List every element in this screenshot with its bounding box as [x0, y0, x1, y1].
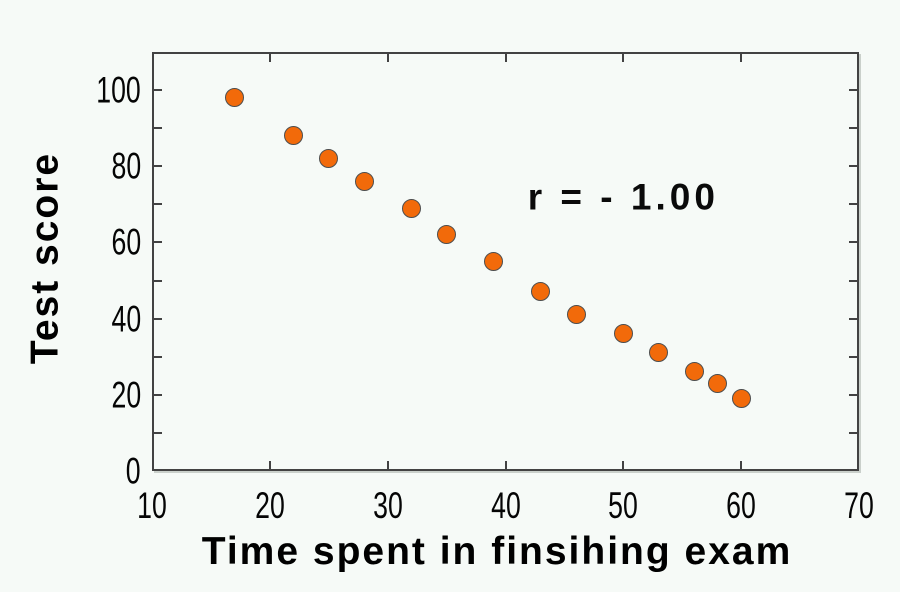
tick-mark: [268, 461, 271, 469]
tick-mark: [622, 461, 625, 469]
tick-mark: [849, 203, 857, 206]
y-tick-label: 80: [111, 145, 141, 187]
data-point: [531, 282, 551, 302]
data-point: [613, 324, 633, 344]
tick-mark: [154, 355, 162, 358]
tick-mark: [154, 165, 162, 168]
tick-mark: [849, 127, 857, 130]
y-tick-label: 40: [111, 298, 141, 340]
data-point: [319, 149, 339, 169]
tick-mark: [740, 54, 743, 62]
tick-mark: [386, 54, 389, 62]
x-tick-label: 10: [137, 485, 167, 526]
data-point: [566, 305, 586, 325]
tick-mark: [154, 89, 162, 92]
data-point: [283, 126, 303, 146]
y-tick-label: 20: [111, 374, 141, 416]
data-point: [401, 198, 421, 218]
tick-mark: [154, 203, 162, 206]
tick-mark: [740, 461, 743, 469]
tick-mark: [154, 393, 162, 396]
plot-area: [152, 52, 859, 471]
data-point: [224, 88, 244, 108]
x-tick-label: 20: [255, 485, 285, 526]
data-point: [731, 389, 751, 409]
plot-frame: [152, 52, 859, 471]
x-tick-label: 60: [726, 485, 756, 526]
x-tick-label: 40: [490, 485, 521, 526]
x-tick-label: 70: [844, 485, 874, 526]
data-point: [354, 172, 374, 191]
data-point: [437, 225, 457, 245]
y-tick-label: 0: [126, 450, 141, 492]
data-point: [484, 252, 504, 271]
data-point: [708, 373, 728, 393]
correlation-annotation: r = - 1.00: [527, 176, 719, 218]
tick-mark: [154, 241, 162, 244]
tick-mark: [386, 461, 389, 469]
tick-mark: [504, 54, 507, 62]
tick-mark: [849, 89, 857, 92]
tick-mark: [849, 355, 857, 358]
tick-mark: [849, 393, 857, 396]
y-tick-label: 60: [111, 221, 141, 263]
tick-mark: [154, 317, 162, 320]
tick-mark: [622, 54, 625, 62]
tick-mark: [154, 279, 162, 282]
y-tick-label: 100: [96, 69, 141, 111]
y-axis-title: Test score: [23, 151, 67, 365]
tick-mark: [849, 279, 857, 282]
tick-mark: [504, 461, 507, 469]
x-tick-label: 30: [372, 485, 403, 526]
tick-mark: [849, 431, 857, 434]
data-point: [684, 362, 704, 382]
x-tick-label: 50: [608, 485, 639, 526]
tick-mark: [154, 431, 162, 434]
x-axis-title: Time spent in finsihing exam: [201, 530, 793, 573]
tick-mark: [849, 317, 857, 320]
tick-mark: [268, 54, 271, 62]
data-point: [649, 343, 669, 363]
tick-mark: [849, 165, 857, 168]
tick-mark: [154, 127, 162, 130]
tick-mark: [849, 241, 857, 244]
